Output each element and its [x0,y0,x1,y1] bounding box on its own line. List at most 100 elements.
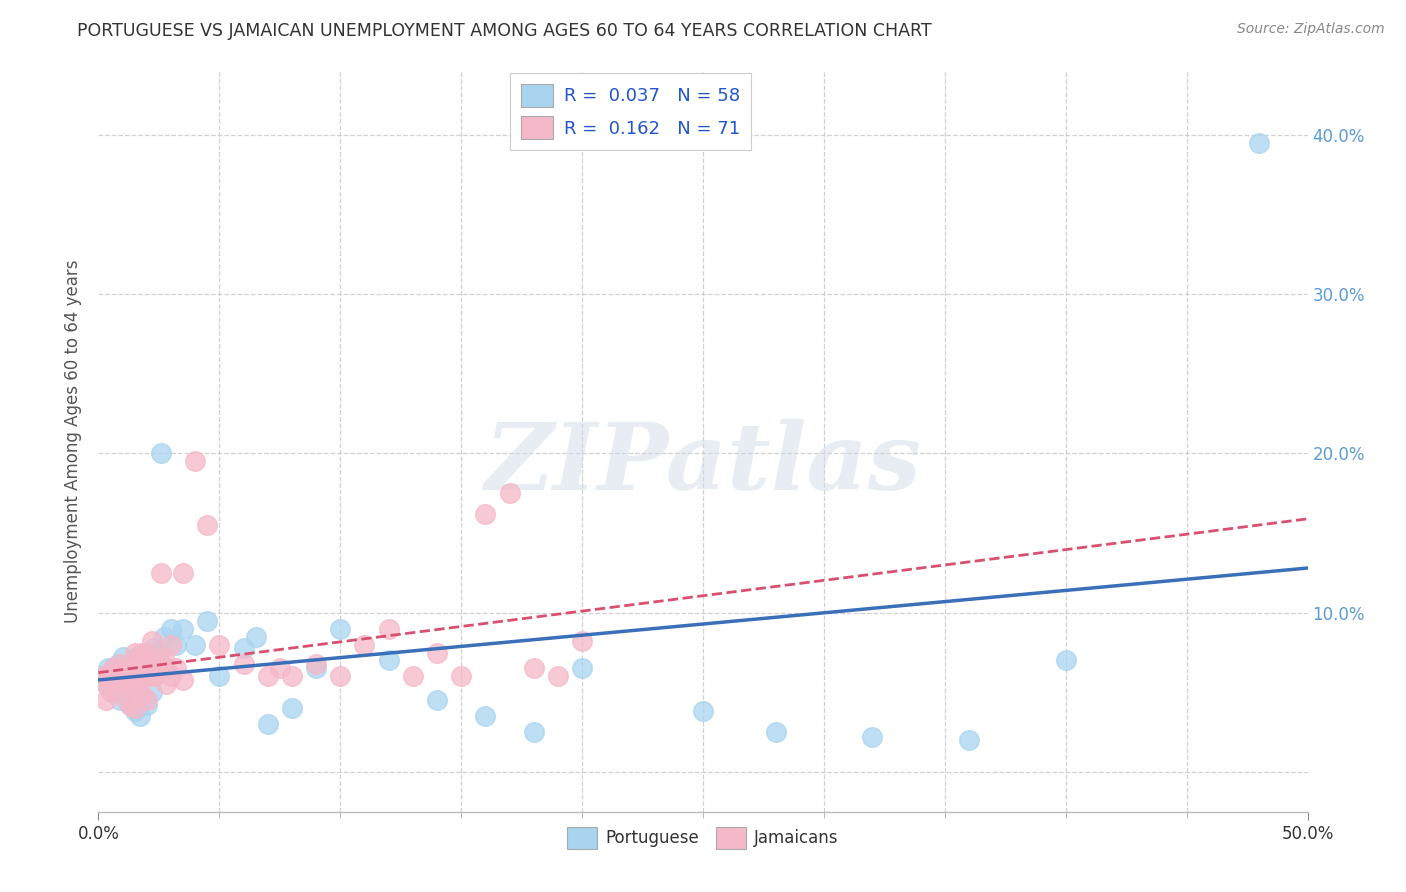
Point [134,666,156,681]
Point [145,661,167,675]
Point [184,454,207,468]
Point [256,717,278,731]
Point [100,673,122,687]
Point [91,669,114,683]
Y-axis label: Unemployment Among Ages 60 to 64 years: Unemployment Among Ages 60 to 64 years [65,260,83,624]
Point [148,646,170,660]
Point [131,689,153,703]
Point [165,661,187,675]
Point [117,661,139,675]
Point [305,661,328,675]
Point [860,730,883,744]
Point [131,646,153,660]
Point [94,677,117,691]
Point [256,669,278,683]
Point [124,653,146,667]
Point [353,638,375,652]
Point [160,638,183,652]
Text: PORTUGUESE VS JAMAICAN UNEMPLOYMENT AMONG AGES 60 TO 64 YEARS CORRELATION CHART: PORTUGUESE VS JAMAICAN UNEMPLOYMENT AMON… [77,22,932,40]
Point [114,677,136,691]
Point [152,650,174,665]
Point [138,669,160,683]
Point [107,669,129,683]
Point [329,669,352,683]
Text: Source: ZipAtlas.com: Source: ZipAtlas.com [1237,22,1385,37]
Point [141,685,163,699]
Point [957,733,980,747]
Point [208,669,231,683]
Point [104,673,127,687]
Point [305,657,328,671]
Point [117,689,139,703]
Point [131,657,153,671]
Point [104,682,127,697]
Point [172,622,194,636]
Point [474,709,496,723]
Point [138,653,160,667]
Point [281,701,304,715]
Point [150,446,173,460]
Point [155,661,177,675]
Point [195,518,218,533]
Point [281,669,304,683]
Point [111,673,134,687]
Point [128,661,150,675]
Point [150,566,173,580]
Text: ZIPatlas: ZIPatlas [485,418,921,508]
Point [114,673,136,687]
Point [155,661,177,675]
Point [184,638,207,652]
Point [232,640,254,655]
Point [128,666,150,681]
Point [523,661,546,675]
Point [523,725,546,739]
Point [100,685,122,699]
Point [111,650,134,665]
Point [547,669,569,683]
Point [172,673,194,687]
Point [160,669,183,683]
Point [118,669,141,683]
Point [1249,136,1271,150]
Point [121,673,143,687]
Point [145,661,167,675]
Point [571,634,593,648]
Point [377,622,399,636]
Point [426,646,449,660]
Point [117,693,139,707]
Point [108,657,131,671]
Point [571,661,593,675]
Point [131,693,153,707]
Point [111,677,134,691]
Point [498,486,520,500]
Point [135,646,157,660]
Point [124,705,146,719]
Point [135,698,157,712]
Point [1054,653,1077,667]
Point [143,669,166,683]
Point [269,661,291,675]
Point [118,698,141,712]
Point [94,677,117,691]
Point [127,650,149,665]
Point [107,657,129,671]
Point [172,566,194,580]
Point [100,673,122,687]
Point [474,507,496,521]
Point [148,653,170,667]
Point [97,661,120,675]
Point [111,666,134,681]
Point [108,693,131,707]
Point [124,646,146,660]
Point [118,661,141,675]
Point [329,622,352,636]
Point [245,630,267,644]
Point [127,682,149,697]
Point [101,661,124,675]
Point [134,657,156,671]
Point [377,653,399,667]
Point [101,666,124,681]
Point [450,669,472,683]
Point [232,657,254,671]
Point [114,677,136,691]
